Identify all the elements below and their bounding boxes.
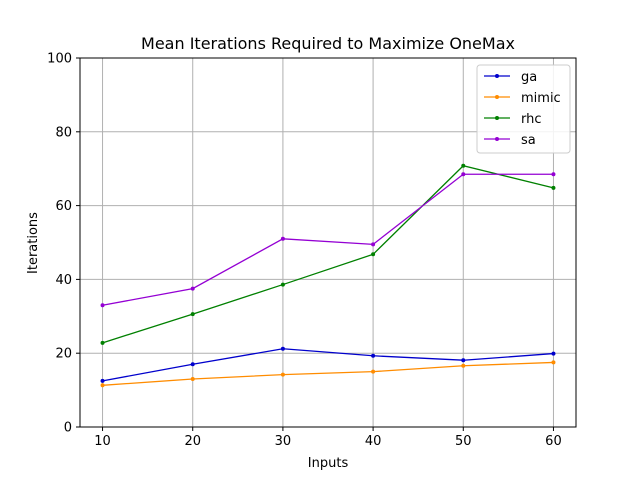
data-point-mimic [280,372,285,377]
data-point-ga [190,362,195,367]
legend: ga mimic rhc sa [476,64,571,154]
data-point-mimic [371,369,376,374]
legend-marker-mimic [495,95,499,99]
data-point-ga [280,346,285,351]
legend-label-mimic: mimic [521,91,561,106]
y-tick-label: 80 [55,125,72,140]
data-point-rhc [371,252,376,257]
data-point-sa [551,172,556,177]
y-tick-label: 20 [55,347,72,362]
data-point-rhc [461,163,466,168]
data-point-sa [100,303,105,308]
series-line-sa [102,173,554,306]
series-layer [100,163,556,388]
data-point-rhc [280,282,285,287]
data-point-rhc [190,312,195,317]
series-line-mimic [102,361,554,386]
data-point-ga [551,351,556,356]
legend-marker-sa [495,137,499,141]
legend-marker-ga [495,74,499,78]
data-point-sa [461,172,466,177]
x-axis: 10 20 30 40 50 60 [94,427,562,449]
data-point-sa [190,286,195,291]
data-point-ga [371,353,376,358]
y-tick-label: 60 [55,199,72,214]
chart-title: Mean Iterations Required to Maximize One… [141,34,515,53]
x-axis-label: Inputs [308,456,349,471]
series-line-rhc [102,165,554,344]
x-tick-label: 50 [455,434,472,449]
y-axis: 0 20 40 60 80 100 [47,52,80,436]
data-point-rhc [551,185,556,190]
data-point-sa [280,236,285,241]
y-axis-label: Iterations [26,212,41,274]
data-point-rhc [100,340,105,345]
series-line-ga [102,348,554,382]
data-point-mimic [100,383,105,388]
legend-label-rhc: rhc [521,112,542,127]
legend-box [476,64,571,154]
x-tick-label: 40 [365,434,382,449]
data-point-mimic [190,377,195,382]
data-point-ga [100,378,105,383]
y-tick-label: 40 [55,273,72,288]
legend-marker-rhc [495,116,499,120]
plot-area-frame [79,57,577,428]
data-point-mimic [461,363,466,368]
y-tick-label: 0 [64,421,72,436]
x-tick-label: 10 [94,434,111,449]
data-point-ga [461,358,466,363]
data-point-sa [371,242,376,247]
x-tick-label: 20 [184,434,201,449]
y-tick-label: 100 [47,52,72,67]
legend-label-ga: ga [521,70,537,85]
x-tick-label: 60 [545,434,562,449]
x-tick-label: 30 [275,434,292,449]
legend-label-sa: sa [521,133,536,148]
data-point-mimic [551,360,556,365]
